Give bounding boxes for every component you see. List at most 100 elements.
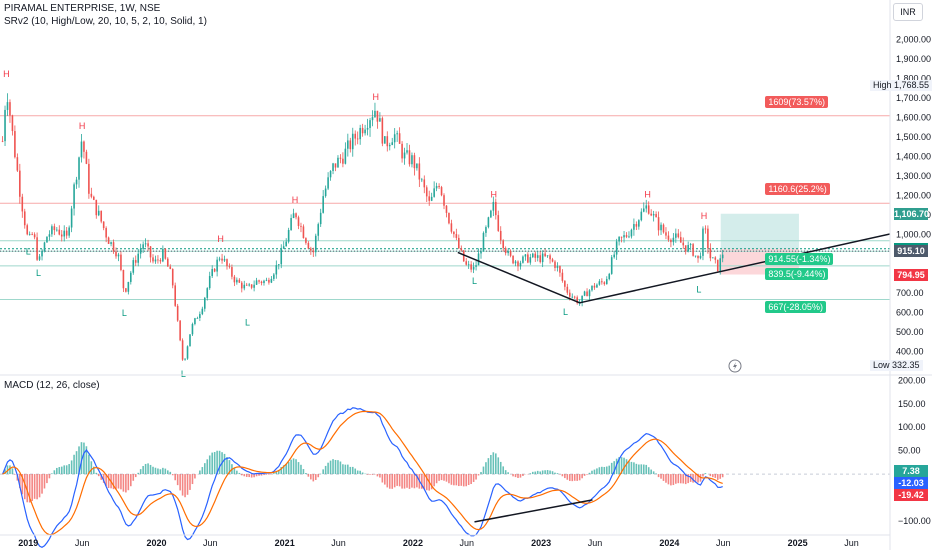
candle-body <box>722 255 724 259</box>
macd-histogram-bar <box>246 474 248 477</box>
macd-histogram-bar <box>611 463 613 474</box>
macd-histogram-bar <box>594 470 596 474</box>
time-tick-label: 2019 <box>18 538 38 548</box>
macd-histogram-bar <box>58 467 60 474</box>
macd-histogram-bar <box>606 467 608 475</box>
macd-histogram-bar <box>638 465 640 475</box>
candle-body <box>367 128 369 130</box>
candle-body <box>330 171 332 177</box>
candle-body <box>631 230 633 237</box>
candle-body <box>537 255 539 258</box>
candle-body <box>564 281 566 287</box>
macd-histogram-bar <box>332 459 334 474</box>
candle-body <box>539 255 541 262</box>
macd-histogram-bar <box>680 474 682 483</box>
swing-label: L <box>122 308 127 318</box>
candle-body <box>584 291 586 295</box>
time-tick-label: Jun <box>716 538 731 548</box>
macd-histogram-bar <box>290 460 292 474</box>
candle-body <box>278 264 280 265</box>
macd-histogram-bar <box>325 466 327 474</box>
candle-body <box>21 197 23 212</box>
macd-histogram-bar <box>468 474 470 485</box>
candle-body <box>621 237 623 238</box>
candle-body <box>608 274 610 279</box>
macd-histogram-bar <box>263 474 265 475</box>
candle-body <box>184 359 186 360</box>
candle-body <box>268 280 270 283</box>
macd-histogram-bar <box>682 474 684 483</box>
macd-histogram-bar <box>451 474 453 485</box>
macd-histogram-bar <box>76 451 78 474</box>
macd-histogram-bar <box>132 474 134 481</box>
candle-body <box>569 293 571 297</box>
macd-histogram-bar <box>554 473 556 474</box>
price-tick-label: 2,000.00 <box>896 35 931 45</box>
price-tick-label: 1,000.00 <box>896 230 931 240</box>
candle-body <box>46 237 48 243</box>
candle-body <box>300 226 302 227</box>
candle-body <box>522 257 524 263</box>
candle-body <box>128 282 130 292</box>
flash-icon[interactable] <box>728 359 742 373</box>
macd-histogram-bar <box>91 461 93 474</box>
macd-histogram-bar <box>300 465 302 474</box>
candle-body <box>446 206 448 213</box>
candle-body <box>700 256 702 258</box>
candle-body <box>137 254 139 263</box>
candle-body <box>419 163 421 179</box>
candle-body <box>678 233 680 237</box>
macd-histogram-bar <box>256 474 258 476</box>
candle-body <box>416 163 418 168</box>
candle-body <box>204 298 206 309</box>
candle-body <box>542 254 544 263</box>
candle-body <box>202 309 204 314</box>
candle-body <box>653 214 655 215</box>
price-axis-label: 915.10 <box>894 245 928 257</box>
candle-body <box>460 248 462 250</box>
candle-body <box>616 241 618 254</box>
candle-body <box>132 260 134 273</box>
candle-body <box>68 228 70 236</box>
macd-histogram-bar <box>357 471 359 475</box>
candle-body <box>357 139 359 140</box>
candle-body <box>552 259 554 261</box>
candle-body <box>414 155 416 168</box>
currency-button[interactable]: INR <box>893 3 923 21</box>
candle-body <box>719 258 721 271</box>
candle-body <box>384 136 386 143</box>
macd-histogram-bar <box>118 474 120 488</box>
candle-body <box>243 285 245 289</box>
candle-body <box>426 187 428 196</box>
macd-histogram-bar <box>653 471 655 474</box>
candle-body <box>86 152 88 164</box>
macd-histogram-bar <box>530 473 532 474</box>
macd-histogram-bar <box>702 474 704 476</box>
candle-body <box>256 280 258 284</box>
candle-body <box>34 234 36 237</box>
candle-body <box>9 102 11 115</box>
candle-body <box>118 255 120 257</box>
macd-histogram-bar <box>485 462 487 474</box>
macd-histogram-bar <box>386 474 388 487</box>
macd-histogram-bar <box>645 465 647 474</box>
candle-body <box>71 209 73 228</box>
macd-histogram-bar <box>441 474 443 480</box>
candle-body <box>327 177 329 188</box>
macd-histogram-bar <box>194 474 196 478</box>
candle-body <box>690 244 692 245</box>
swing-label: L <box>181 369 186 379</box>
candle-body <box>359 128 361 139</box>
candle-body <box>199 314 201 318</box>
candle-body <box>480 251 482 253</box>
macd-histogram-bar <box>608 466 610 474</box>
macd-histogram-bar <box>446 474 448 482</box>
candle-body <box>273 274 275 278</box>
macd-histogram-bar <box>202 467 204 474</box>
candle-body <box>505 248 507 253</box>
candle-body <box>98 211 100 215</box>
candle-body <box>510 251 512 256</box>
macd-histogram-bar <box>443 474 445 481</box>
price-tick-label: 1,500.00 <box>896 132 931 142</box>
candle-body <box>165 249 167 259</box>
